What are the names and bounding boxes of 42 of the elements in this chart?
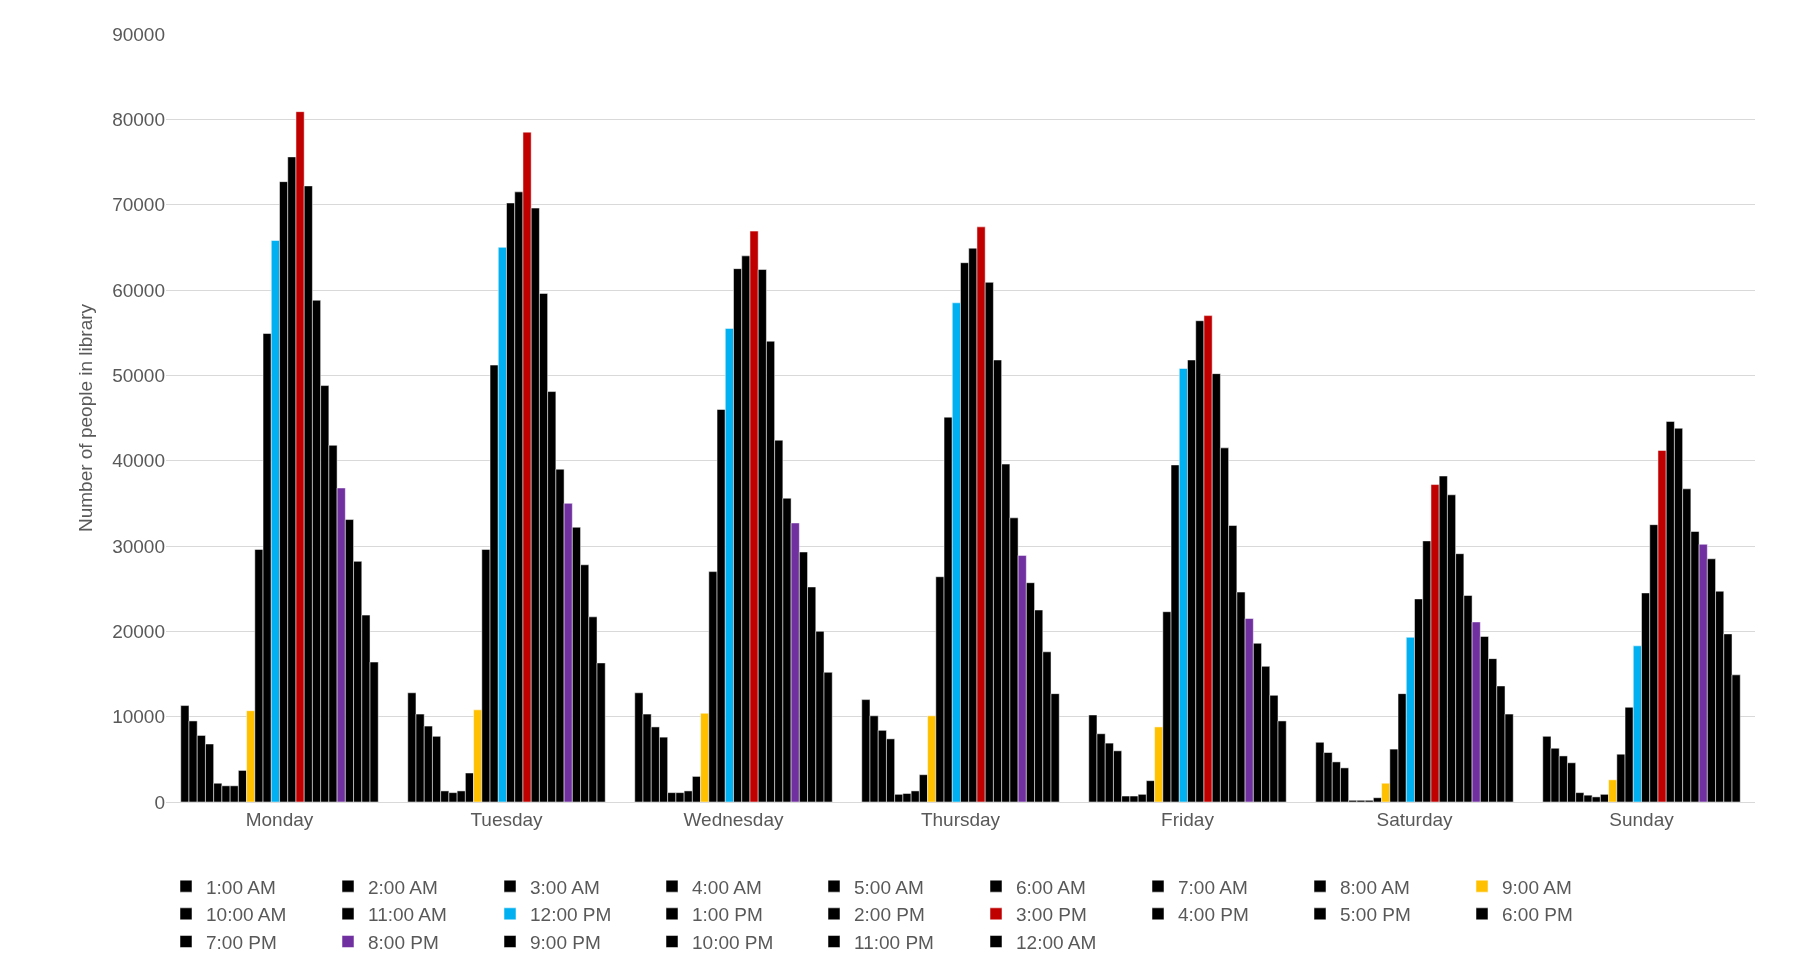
y-tick-label: 80000 [112,108,165,130]
legend-label: 5:00 AM [854,876,924,898]
x-tick-label: Monday [245,808,314,830]
legend-label: 3:00 AM [530,876,600,898]
legend-label: 7:00 AM [1178,876,1248,898]
x-tick-label: Wednesday [683,808,784,830]
legend-label: 9:00 AM [1502,876,1572,898]
y-axis-title: Number of people in library [75,303,97,533]
y-tick-label: 40000 [112,450,165,472]
y-tick-label: 0 [154,791,165,813]
legend-label: 10:00 PM [692,931,774,953]
legend-label: 2:00 PM [854,904,925,926]
x-tick-label: Thursday [920,808,1001,830]
legend-label: 12:00 AM [1016,931,1097,953]
legend-label: 8:00 AM [1340,876,1410,898]
legend-label: 11:00 PM [854,931,934,953]
x-tick-label: Tuesday [470,808,544,830]
legend-label: 10:00 AM [206,904,287,926]
legend-label: 11:00 AM [368,904,447,926]
y-tick-label: 10000 [112,706,165,728]
y-tick-label: 30000 [112,535,165,557]
x-tick-label: Saturday [1376,808,1454,830]
legend-label: 1:00 PM [692,904,763,926]
y-tick-label: 20000 [112,620,165,642]
legend-label: 12:00 PM [530,904,612,926]
y-tick-label: 70000 [112,194,165,216]
x-tick-label: Friday [1161,808,1215,830]
legend-label: 1:00 AM [206,876,276,898]
legend-label: 6:00 PM [1502,904,1573,926]
y-tick-label: 50000 [112,364,165,386]
x-tick-label: Sunday [1609,808,1675,830]
legend-label: 4:00 AM [692,876,762,898]
legend-label: 3:00 PM [1016,904,1087,926]
y-tick-label: 60000 [112,279,165,301]
legend-label: 6:00 AM [1016,876,1086,898]
legend-label: 9:00 PM [530,931,601,953]
legend-label: 8:00 PM [368,931,439,953]
legend-label: 2:00 AM [368,876,438,898]
legend-label: 7:00 PM [206,931,277,953]
legend-label: 4:00 PM [1178,904,1249,926]
legend-label: 5:00 PM [1340,904,1411,926]
y-tick-label: 90000 [112,23,165,45]
